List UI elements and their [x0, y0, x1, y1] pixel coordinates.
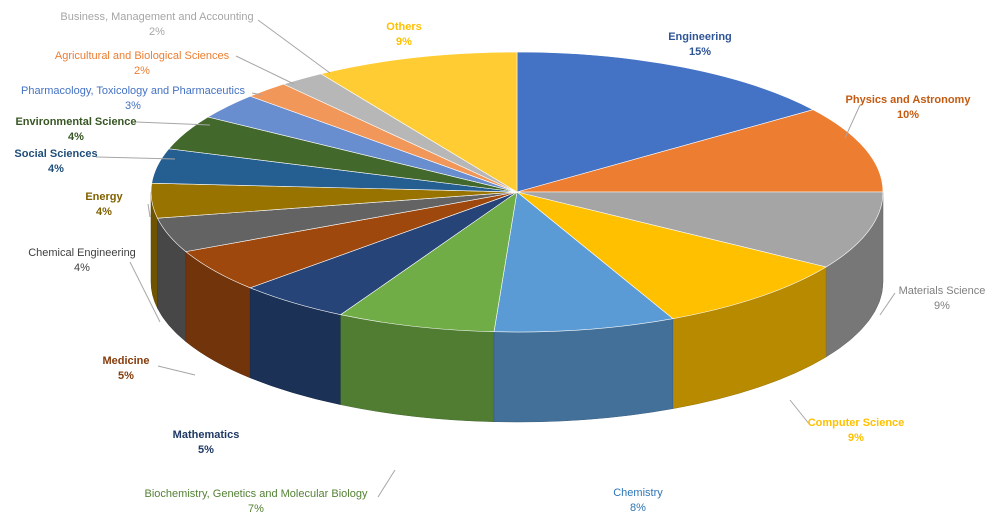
leader-line-physics-and-astronomy — [844, 104, 861, 139]
leader-line-computer-science — [789, 399, 811, 426]
slice-value-biochemistry-genetics-and-molecular-biology: 7% — [248, 503, 264, 515]
slice-label-computer-science: Computer Science — [808, 417, 905, 429]
leader-line-agricultural-and-biological-sciences — [235, 55, 295, 85]
slice-label-physics-and-astronomy: Physics and Astronomy — [846, 94, 972, 106]
slice-label-biochemistry-genetics-and-molecular-biology: Biochemistry, Genetics and Molecular Bio… — [145, 488, 368, 500]
slice-value-energy: 4% — [96, 206, 112, 218]
slice-value-business-management-and-accounting: 2% — [149, 26, 165, 38]
leader-line-biochemistry-genetics-and-molecular-biology — [377, 469, 396, 498]
slice-value-social-sciences: 4% — [48, 163, 64, 175]
pie-slice-materials-science — [516, 191, 884, 268]
pie-slice-computer-science — [516, 191, 827, 319]
slice-label-business-management-and-accounting: Business, Management and Accounting — [60, 11, 253, 23]
slice-value-chemical-engineering: 4% — [74, 262, 90, 274]
slice-label-chemical-engineering: Chemical Engineering — [28, 247, 136, 259]
pie-tops — [150, 51, 884, 333]
slice-value-pharmacology-toxicology-and-pharmaceutics: 3% — [125, 100, 141, 112]
slice-labels: Engineering 15% Physics and Astronomy 10% Ma… — [14, 11, 985, 515]
leader-line-social-sciences — [95, 156, 176, 160]
slice-label-energy: Energy — [85, 191, 123, 203]
slice-label-mathematics: Mathematics — [173, 429, 240, 441]
slice-label-medicine: Medicine — [102, 355, 149, 367]
slice-label-others: Others — [386, 21, 421, 33]
slice-value-chemistry: 8% — [630, 502, 646, 514]
slice-label-engineering: Engineering — [668, 31, 732, 43]
slice-value-engineering: 15% — [689, 46, 711, 58]
slice-label-pharmacology-toxicology-and-pharmaceutics: Pharmacology, Toxicology and Pharmaceuti… — [21, 85, 245, 97]
slice-value-agricultural-and-biological-sciences: 2% — [134, 65, 150, 77]
pie-side-chemistry — [493, 318, 674, 423]
slice-value-environmental-science: 4% — [68, 131, 84, 143]
leader-line-environmental-science — [135, 121, 211, 126]
pie-slice-physics-and-astronomy — [516, 109, 884, 193]
pie-slice-engineering — [516, 51, 814, 193]
pie-slice-chemistry — [493, 191, 674, 333]
slice-label-chemistry: Chemistry — [613, 487, 663, 499]
slice-value-others: 9% — [396, 36, 412, 48]
leader-line-pharmacology-toxicology-and-pharmaceutics — [251, 92, 263, 96]
slice-label-agricultural-and-biological-sciences: Agricultural and Biological Sciences — [55, 50, 230, 62]
leader-line-business-management-and-accounting — [257, 19, 331, 74]
leader-lines — [95, 19, 896, 498]
pie-slice-others — [320, 51, 518, 193]
slice-label-social-sciences: Social Sciences — [14, 148, 97, 160]
leader-line-energy — [147, 203, 151, 218]
slice-value-computer-science: 9% — [848, 432, 864, 444]
pie-slice-biochemistry-genetics-and-molecular-biology — [339, 191, 518, 333]
slice-label-environmental-science: Environmental Science — [15, 116, 136, 128]
leader-line-medicine — [157, 365, 196, 376]
leader-line-materials-science — [879, 292, 896, 316]
slice-value-mathematics: 5% — [198, 444, 214, 456]
pie-sides — [150, 191, 884, 423]
leader-line-chemical-engineering — [129, 261, 161, 323]
slice-label-materials-science: Materials Science — [899, 285, 986, 297]
slice-value-materials-science: 9% — [934, 300, 950, 312]
slice-value-physics-and-astronomy: 10% — [897, 109, 919, 121]
slice-value-medicine: 5% — [118, 370, 134, 382]
